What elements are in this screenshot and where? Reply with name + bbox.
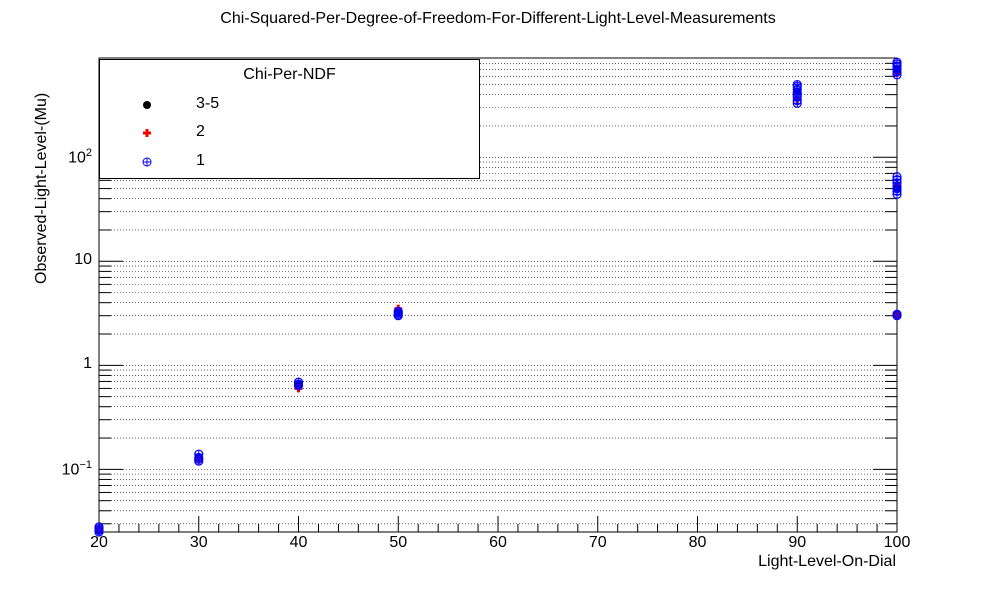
data-point-1 xyxy=(792,79,802,90)
blue-circle-plus-marker-icon xyxy=(142,157,152,167)
y-tick-label: 1 xyxy=(83,355,92,373)
red-plus-marker-icon xyxy=(143,129,151,137)
data-point-1 xyxy=(892,57,902,67)
black-circle-marker-icon xyxy=(143,101,151,109)
data-point-1 xyxy=(194,449,204,459)
x-tick-label: 40 xyxy=(289,534,308,551)
x-tick-label: 90 xyxy=(788,534,807,551)
x-axis-label: Light-Level-On-Dial xyxy=(758,553,896,570)
y-tick-label: 10−1 xyxy=(61,459,92,479)
x-tick-label: 20 xyxy=(90,534,108,551)
legend: Chi-Per-NDF 3-5 2 1 xyxy=(99,59,480,179)
legend-label-2: 2 xyxy=(196,123,205,140)
legend-label-1: 1 xyxy=(196,152,205,169)
data-point-1 xyxy=(293,377,304,387)
x-tick-label: 30 xyxy=(189,534,208,551)
data-point-1 xyxy=(892,172,902,182)
y-tick-label: 10 xyxy=(74,251,92,269)
data-point-1 xyxy=(892,309,902,319)
legend-title: Chi-Per-NDF xyxy=(243,66,336,83)
x-tick-label: 50 xyxy=(389,534,408,551)
legend-label-3-5: 3-5 xyxy=(196,95,220,112)
x-tick-label: 80 xyxy=(688,534,707,551)
chart-title: Chi-Squared-Per-Degree-of-Freedom-For-Di… xyxy=(220,10,776,27)
x-tick-label: 60 xyxy=(489,534,507,551)
x-tick-label: 100 xyxy=(883,534,911,551)
data-point-1 xyxy=(94,522,104,532)
y-tick-label: 102 xyxy=(68,147,92,167)
x-tick-label: 70 xyxy=(588,534,607,551)
data-point-1 xyxy=(393,306,403,316)
